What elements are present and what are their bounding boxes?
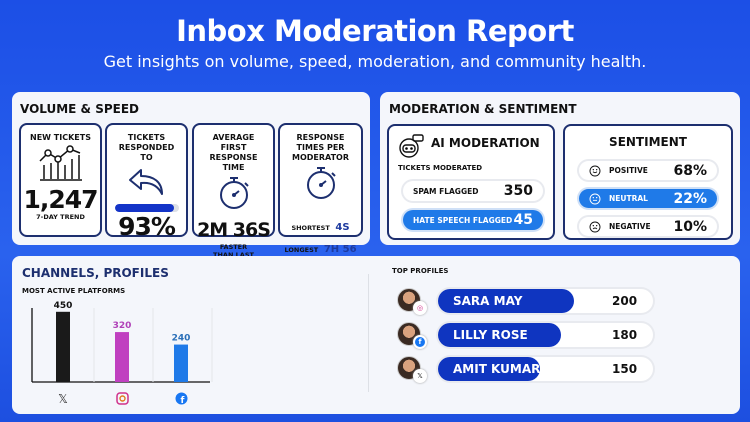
panel-title: MODERATION & SENTIMENT	[389, 102, 577, 116]
hate-speech-flagged-row: HATE SPEECH FLAGGED 45	[403, 210, 543, 230]
profile-value: 200	[612, 294, 638, 308]
instagram-badge-icon: ◎	[413, 301, 427, 315]
line-chart-icon	[38, 145, 82, 181]
row-value: 10%	[673, 218, 707, 235]
responded-card: TICKETS RESPONDED TO 93%	[105, 123, 188, 241]
data-label: 320	[113, 321, 132, 331]
row-label: NEUTRAL	[609, 194, 648, 203]
sentiment-row-positive: POSITIVE 68%	[579, 161, 717, 180]
channels-profiles-panel: CHANNELS, PROFILES MOST ACTIVE PLATFORMS…	[12, 256, 740, 414]
volume-speed-panel: VOLUME & SPEED NEW TICKETS 1,247 7-DAY T…	[12, 92, 370, 274]
bar-facebook	[174, 344, 188, 382]
stopwatch-icon	[306, 167, 336, 199]
panel-title: VOLUME & SPEED	[20, 102, 139, 116]
row-value: 68%	[673, 162, 707, 179]
profile-row: ◎ SARA MAY 200	[395, 288, 655, 315]
robot-icon	[399, 134, 424, 158]
first-response-value: 2M 36S	[197, 219, 271, 241]
new-tickets-card: NEW TICKETS 1,247 7-DAY TREND	[19, 123, 102, 237]
row-label: POSITIVE	[609, 166, 648, 175]
page-subtitle: Get insights on volume, speed, moderatio…	[103, 52, 647, 71]
profile-bar-fill	[438, 289, 575, 313]
profile-name: AMIT KUMAR	[453, 362, 541, 376]
panel-divider	[368, 274, 369, 392]
sentiment-title: SENTIMENT	[609, 135, 687, 149]
new-tickets-value: 1,247	[23, 185, 98, 214]
tickets-moderated-label: TICKETS MODERATED	[398, 164, 483, 172]
spam-flagged-row: SPAM FLAGGED 350	[403, 181, 543, 201]
profile-row: 𝕏 AMIT KUMAR 150	[395, 356, 655, 383]
row-value: 350	[503, 183, 533, 199]
profile-name: SARA MAY	[453, 294, 523, 308]
trend-caption: 7-DAY TREND	[36, 213, 85, 221]
data-label: 240	[172, 334, 191, 344]
stopwatch-icon	[219, 177, 249, 209]
instagram-icon	[116, 392, 129, 405]
sentiment-row-negative: NEGATIVE 10%	[579, 217, 717, 236]
row-label: HATE SPEECH FLAGGED	[413, 215, 513, 225]
row-label: SPAM FLAGGED	[413, 186, 479, 196]
moderation-sentiment-panel: MODERATION & SENTIMENT AI MODERATION TIC…	[380, 92, 740, 245]
first-response-card: AVERAGE FIRST RESPONSE TIME 2M 36S FASTE…	[192, 123, 275, 267]
row-label: NEGATIVE	[609, 222, 651, 231]
ai-moderation-card: AI MODERATION TICKETS MODERATED SPAM FLA…	[387, 124, 555, 240]
profile-value: 150	[612, 362, 638, 376]
row-value: 45	[513, 212, 533, 228]
shortest-label: SHORTEST	[291, 224, 330, 232]
platform-bar-chart: 450𝕏320240f180in	[31, 301, 213, 406]
svg-text:𝕏: 𝕏	[58, 392, 68, 406]
longest-label: LONGEST	[284, 246, 319, 254]
happy-face-icon	[589, 165, 601, 176]
card-label: AVERAGE FIRST RESPONSE TIME	[209, 133, 258, 172]
responded-progress-bar	[114, 204, 179, 212]
card-label: TICKETS RESPONDED TO	[118, 133, 175, 162]
top-profiles-title: TOP PROFILES	[392, 267, 449, 275]
sentiment-row-neutral: NEUTRAL 22%	[579, 189, 717, 208]
panel-title: CHANNELS, PROFILES	[22, 266, 169, 280]
reply-arrow-icon	[128, 169, 163, 195]
neutral-face-icon	[589, 193, 601, 204]
bar-x	[56, 311, 70, 382]
profile-bar-fill	[438, 323, 561, 347]
sentiment-card: SENTIMENT POSITIVE 68% NEUTRAL 22% NEGATIVE 1…	[563, 124, 733, 240]
chart-title: MOST ACTIVE PLATFORMS	[22, 287, 126, 295]
bar-instagram	[115, 332, 129, 382]
sad-face-icon	[589, 221, 601, 232]
row-value: 22%	[673, 190, 707, 207]
x-badge-icon: 𝕏	[413, 369, 427, 383]
card-label: NEW TICKETS	[30, 133, 91, 142]
ai-moderation-title: AI MODERATION	[431, 136, 540, 150]
profile-name: LILLY ROSE	[453, 328, 528, 342]
shortest-value: 4S	[335, 222, 350, 233]
per-moderator-card: RESPONSE TIMES PER MODERATOR SHORTEST 4S…	[278, 123, 363, 274]
profile-row: f LILLY ROSE 180	[395, 322, 655, 349]
profile-bar-fill	[438, 357, 541, 381]
x-logo-icon: 𝕏	[58, 392, 68, 406]
page-title: Inbox Moderation Report	[176, 14, 574, 48]
facebook-icon: f	[175, 392, 188, 406]
svg-text:f: f	[181, 396, 185, 406]
facebook-badge-icon: f	[413, 335, 427, 349]
profile-value: 180	[612, 328, 638, 342]
data-label: 450	[54, 301, 73, 311]
responded-value: 93%	[118, 212, 176, 241]
card-label: RESPONSE TIMES PER MODERATOR	[291, 133, 349, 162]
